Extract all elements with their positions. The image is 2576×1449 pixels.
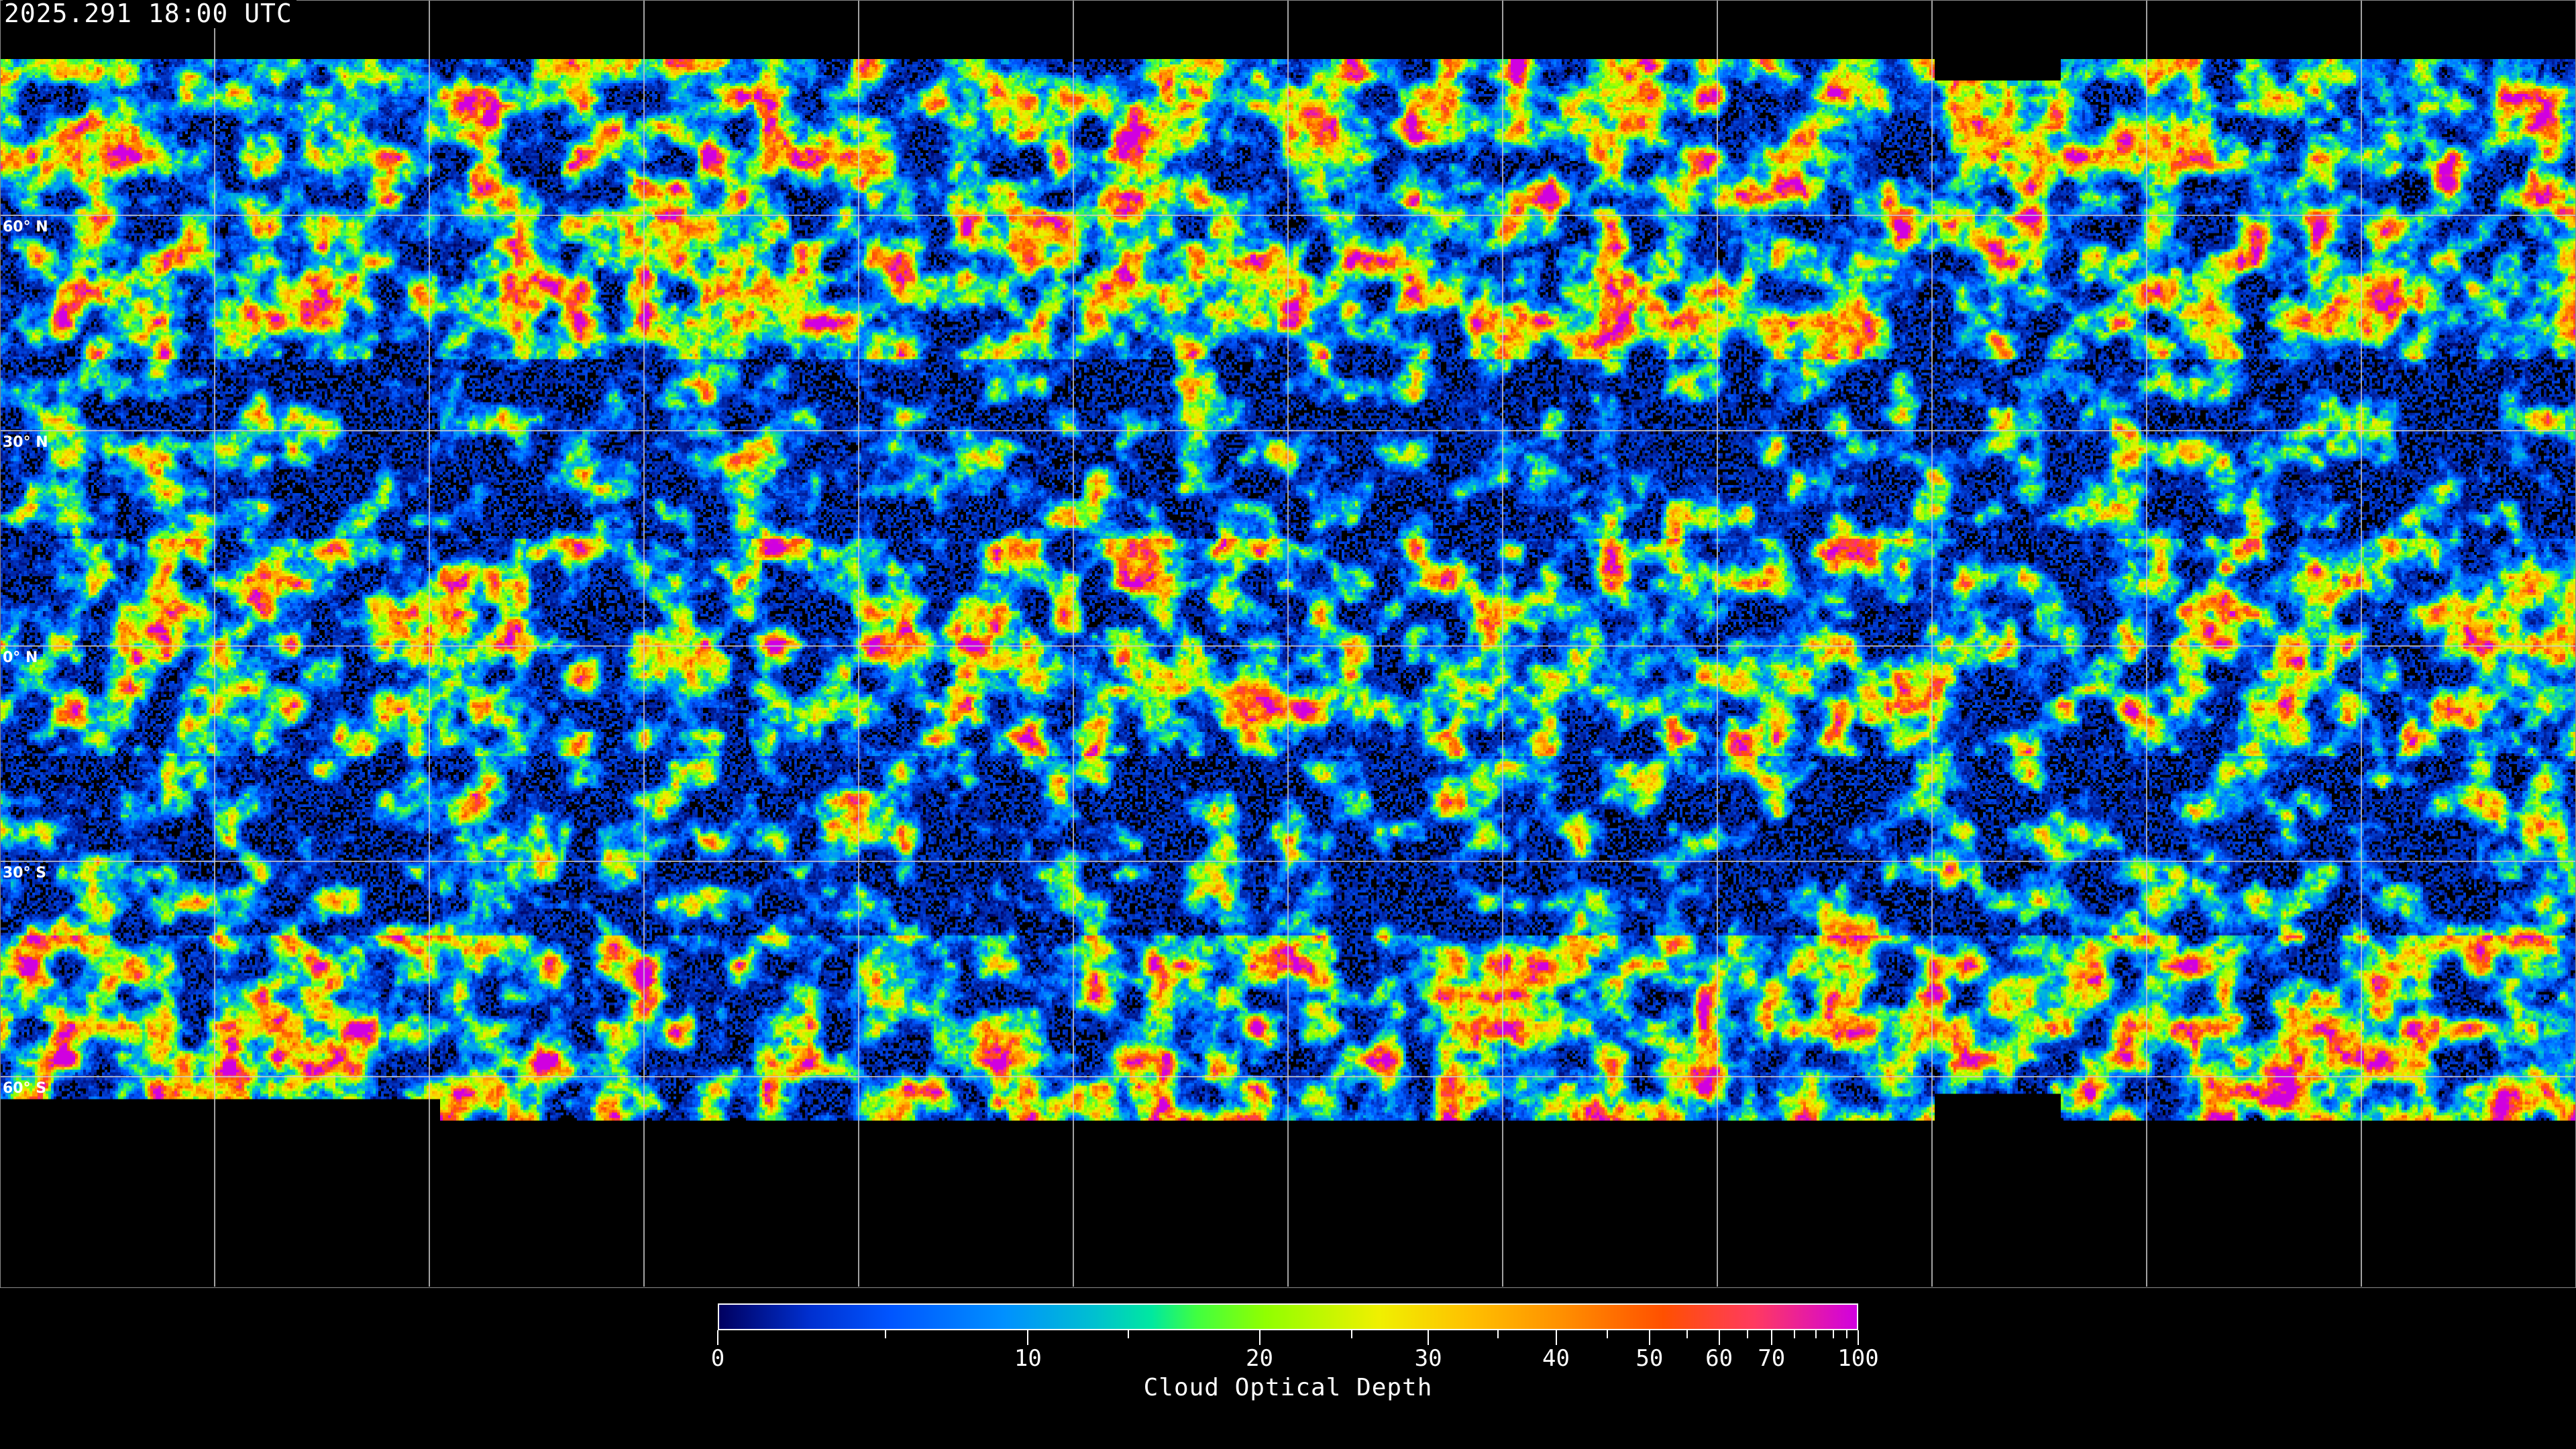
colorbar-minor-tick	[1846, 1330, 1847, 1338]
lat-lon-gridlines	[0, 0, 2576, 1287]
colorbar-minor-tick	[1793, 1330, 1795, 1338]
lat-label-60n: 60° N	[3, 219, 48, 235]
colorbar-tick-label: 70	[1758, 1345, 1786, 1372]
colorbar-major-tick	[1718, 1330, 1720, 1345]
colorbar-title: Cloud Optical Depth	[1143, 1374, 1433, 1401]
colorbar-major-tick	[1258, 1330, 1260, 1345]
colorbar-minor-tick	[1607, 1330, 1608, 1338]
lat-label-equator: 0° N	[3, 649, 38, 666]
colorbar-tick-label: 20	[1246, 1345, 1273, 1372]
colorbar-tick-label: 40	[1542, 1345, 1570, 1372]
cloud-optical-depth-map: 60° N 30° N 0° N 30° S 60° S 2025.291 18…	[0, 0, 2576, 1292]
colorbar-ticks: 0 10 20 30 40 50 60 70 100	[711, 1330, 1879, 1384]
colorbar-tick-label: 100	[1837, 1345, 1879, 1372]
colorbar-minor-tick	[1128, 1330, 1129, 1338]
colorbar-major-tick	[1027, 1330, 1029, 1345]
colorbar-tick-label: 50	[1635, 1345, 1664, 1372]
colorbar-minor-tick	[1747, 1330, 1749, 1338]
timestamp-title: 2025.291 18:00 UTC	[3, 0, 297, 28]
colorbar-minor-tick	[1497, 1330, 1499, 1338]
colorbar	[718, 1303, 1858, 1330]
colorbar-major-tick	[1648, 1330, 1650, 1345]
colorbar-tick-label: 30	[1414, 1345, 1442, 1372]
colorbar-major-tick	[1555, 1330, 1557, 1345]
lat-label-30n: 30° N	[3, 434, 48, 451]
colorbar-minor-tick	[884, 1330, 886, 1338]
colorbar-major-tick	[1428, 1330, 1430, 1345]
lat-label-60s: 60° S	[3, 1080, 47, 1097]
map-frame	[0, 0, 2576, 1288]
colorbar-tick-label: 10	[1014, 1345, 1042, 1372]
colorbar-major-tick	[1858, 1330, 1859, 1345]
colorbar-minor-tick	[1351, 1330, 1353, 1338]
colorbar-major-tick	[1770, 1330, 1772, 1345]
colorbar-tick-label: 0	[710, 1345, 725, 1372]
lat-label-30s: 30° S	[3, 865, 47, 881]
colorbar-minor-tick	[1686, 1330, 1688, 1338]
colorbar-minor-tick	[1815, 1330, 1817, 1338]
colorbar-major-tick	[717, 1330, 718, 1345]
colorbar-minor-tick	[1832, 1330, 1834, 1338]
colorbar-tick-label: 60	[1705, 1345, 1733, 1372]
